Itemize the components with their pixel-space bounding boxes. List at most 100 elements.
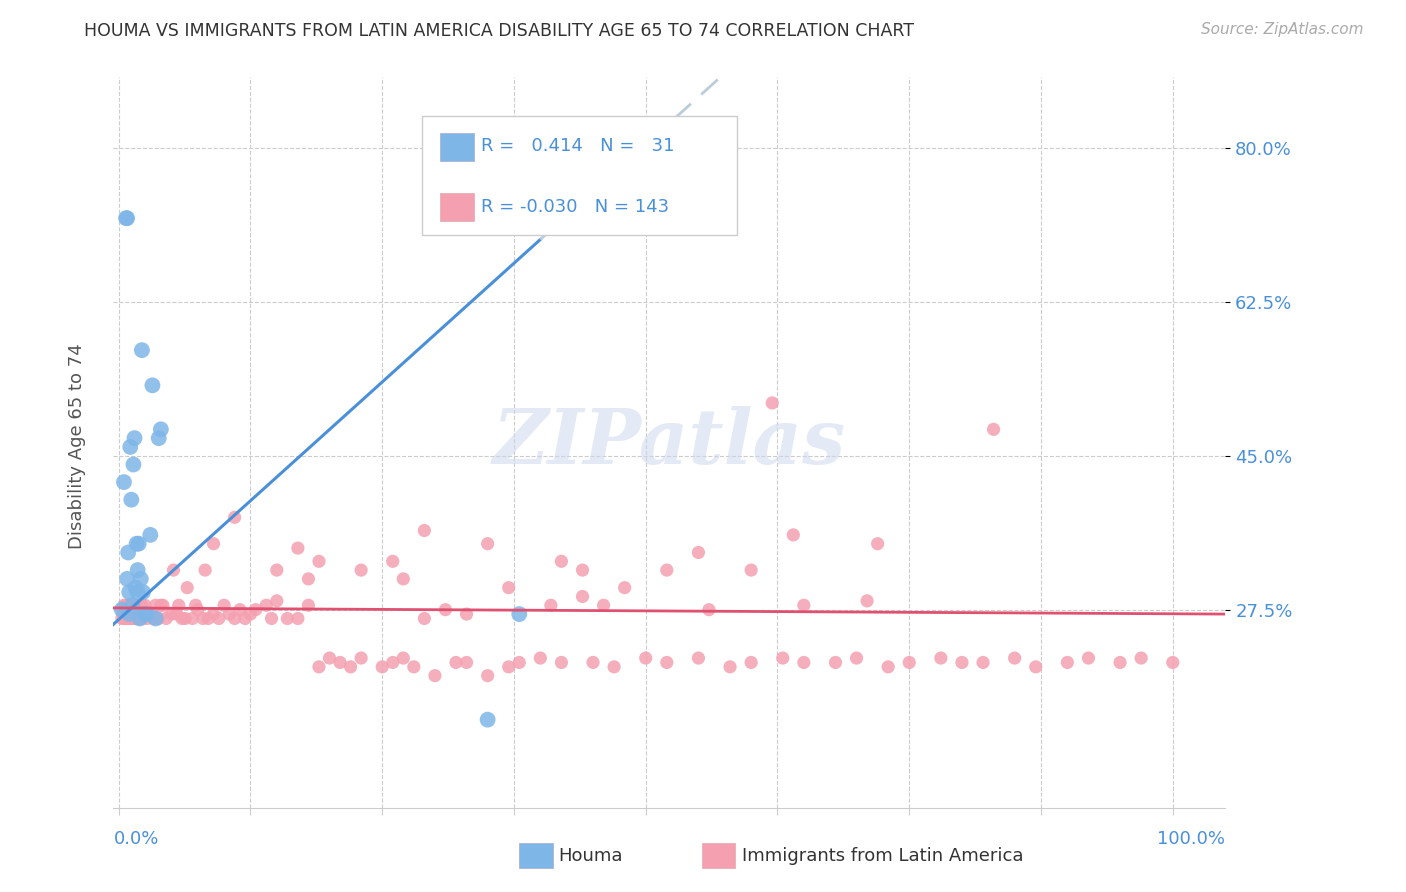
Point: [114, 607, 136, 621]
Point: [529, 651, 551, 665]
Point: [613, 581, 636, 595]
Point: [950, 656, 973, 670]
Point: [134, 607, 156, 621]
Point: [224, 611, 246, 625]
Point: [139, 607, 162, 621]
Point: [117, 611, 139, 625]
Point: [121, 611, 143, 625]
Point: [121, 599, 143, 613]
Text: HOUMA VS IMMIGRANTS FROM LATIN AMERICA DISABILITY AGE 65 TO 74 CORRELATION CHART: HOUMA VS IMMIGRANTS FROM LATIN AMERICA D…: [84, 22, 914, 40]
Point: [122, 458, 145, 472]
Text: Disability Age 65 to 74: Disability Age 65 to 74: [69, 343, 86, 549]
Point: [127, 611, 149, 625]
Point: [145, 599, 167, 613]
Point: [181, 611, 204, 625]
Point: [329, 656, 352, 670]
Point: [148, 431, 170, 445]
Point: [740, 656, 762, 670]
Point: [152, 599, 174, 613]
Point: [550, 554, 572, 568]
Point: [381, 656, 404, 670]
Point: [202, 607, 225, 621]
Point: [413, 611, 436, 625]
Point: [254, 599, 277, 613]
Point: [170, 611, 193, 625]
Text: Immigrants from Latin America: Immigrants from Latin America: [742, 847, 1024, 864]
Point: [761, 396, 783, 410]
Point: [124, 431, 146, 445]
Point: [634, 651, 657, 665]
Point: [139, 528, 162, 542]
Point: [718, 660, 741, 674]
Point: [392, 651, 415, 665]
Point: [655, 563, 678, 577]
Text: 0.0%: 0.0%: [114, 830, 159, 848]
Point: [434, 602, 457, 616]
Point: [392, 572, 415, 586]
Point: [122, 599, 145, 613]
Point: [339, 660, 361, 674]
Point: [308, 660, 330, 674]
Point: [983, 422, 1005, 436]
Text: ZIPatlas: ZIPatlas: [494, 406, 846, 480]
Point: [117, 599, 139, 613]
Point: [1161, 656, 1184, 670]
Point: [498, 660, 520, 674]
Point: [413, 524, 436, 538]
Point: [115, 572, 138, 586]
Point: [402, 660, 425, 674]
Point: [571, 590, 593, 604]
Point: [162, 563, 184, 577]
Point: [115, 599, 138, 613]
Point: [697, 602, 720, 616]
Point: [297, 599, 319, 613]
Point: [276, 611, 298, 625]
Point: [571, 563, 593, 577]
Point: [456, 607, 478, 621]
Point: [194, 563, 217, 577]
Point: [124, 611, 146, 625]
Point: [1025, 660, 1047, 674]
Text: Houma: Houma: [558, 847, 623, 864]
Point: [1004, 651, 1026, 665]
Point: [1130, 651, 1153, 665]
Point: [202, 537, 225, 551]
Point: [120, 492, 142, 507]
Point: [118, 607, 141, 621]
Point: [118, 611, 141, 625]
Point: [115, 611, 138, 625]
Point: [148, 611, 170, 625]
Point: [381, 554, 404, 568]
Point: [603, 660, 626, 674]
Point: [132, 611, 155, 625]
Point: [127, 563, 149, 577]
Point: [129, 611, 152, 625]
Point: [128, 611, 150, 625]
Point: [145, 611, 167, 625]
Point: [112, 599, 135, 613]
Point: [287, 611, 309, 625]
Point: [136, 607, 159, 621]
Point: [1109, 656, 1132, 670]
Point: [477, 537, 499, 551]
Point: [772, 651, 794, 665]
Point: [134, 607, 156, 621]
Point: [124, 581, 146, 595]
Point: [898, 656, 921, 670]
Point: [318, 651, 340, 665]
Point: [124, 611, 146, 625]
Point: [134, 599, 156, 613]
Point: [128, 599, 150, 613]
Point: [972, 656, 994, 670]
Point: [233, 611, 256, 625]
Point: [124, 602, 146, 616]
Point: [688, 651, 710, 665]
Point: [111, 607, 134, 621]
Point: [508, 607, 530, 621]
Point: [111, 602, 134, 616]
Point: [114, 611, 136, 625]
Point: [877, 660, 900, 674]
Point: [187, 602, 209, 616]
Point: [208, 611, 231, 625]
Point: [129, 572, 152, 586]
